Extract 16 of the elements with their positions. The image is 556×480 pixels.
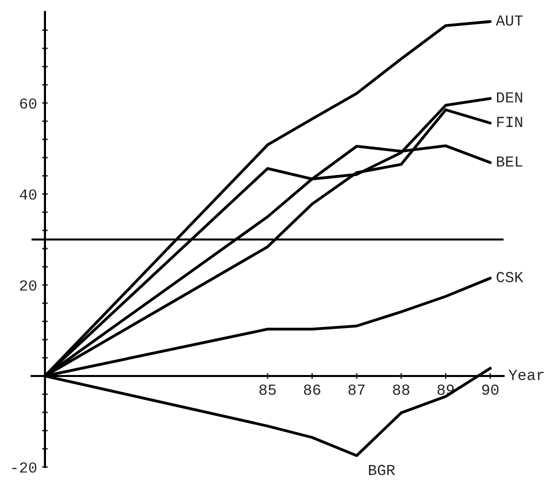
series-label: BEL — [497, 156, 522, 167]
x-tick-label: 85 — [259, 384, 276, 395]
y-tick-label: -20 — [12, 462, 36, 473]
x-tick-label: 88 — [393, 384, 410, 395]
x-tick-label: 87 — [348, 384, 365, 395]
y-tick-label: 40 — [20, 189, 36, 200]
y-tick-label: 60 — [20, 98, 36, 109]
series-label: AUT — [496, 15, 523, 26]
x-axis-title: Year — [508, 370, 544, 380]
series-label: CSK — [496, 272, 524, 282]
series-label: DEN — [497, 92, 522, 102]
series-label: BGR — [368, 464, 395, 476]
y-tick-label: 20 — [20, 280, 36, 291]
x-tick-label: 86 — [304, 384, 320, 395]
x-tick-label: 90 — [482, 384, 498, 395]
series-label: FIN — [497, 116, 522, 127]
